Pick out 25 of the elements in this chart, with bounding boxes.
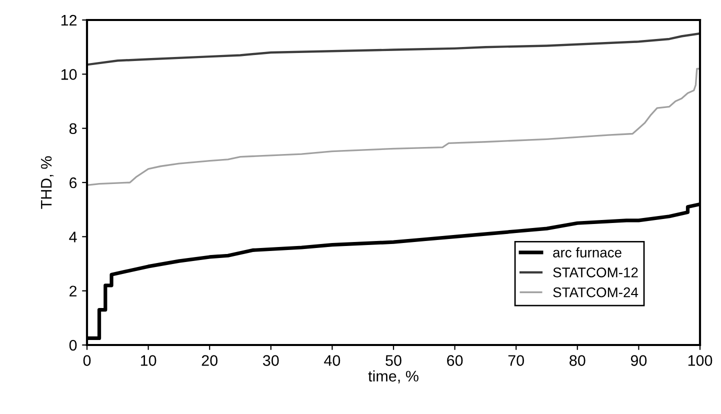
y-tick-label: 10 [61, 69, 77, 80]
line-series [87, 68, 700, 186]
x-tick-label: 10 [140, 355, 156, 366]
y-tick-label: 4 [69, 232, 77, 242]
line-series [87, 32, 700, 66]
x-tick-label: 90 [630, 355, 647, 366]
x-axis-title: time, % [368, 370, 418, 384]
x-tick-label: 20 [202, 355, 218, 366]
y-tick-label: 12 [61, 14, 77, 26]
y-tick-label: 2 [70, 286, 77, 296]
x-tick-label: 40 [324, 355, 340, 366]
y-tick-label: 0 [69, 340, 77, 351]
y-tick-label: 6 [70, 177, 77, 188]
legend-label: STATCOM-12 [553, 268, 638, 278]
legend-label: STATCOM-24 [553, 287, 638, 298]
x-tick-label: 30 [262, 355, 279, 366]
x-tick-label: 100 [688, 355, 712, 366]
x-tick-label: 70 [508, 355, 524, 366]
x-tick-label: 80 [570, 355, 586, 366]
y-tick-label: 8 [69, 123, 77, 134]
legend-label: arc furnace [553, 247, 622, 258]
x-tick-label: 60 [447, 355, 463, 366]
x-tick-label: 0 [83, 355, 91, 366]
x-tick-label: 50 [386, 355, 402, 366]
y-axis-title: THD, % [40, 156, 54, 209]
